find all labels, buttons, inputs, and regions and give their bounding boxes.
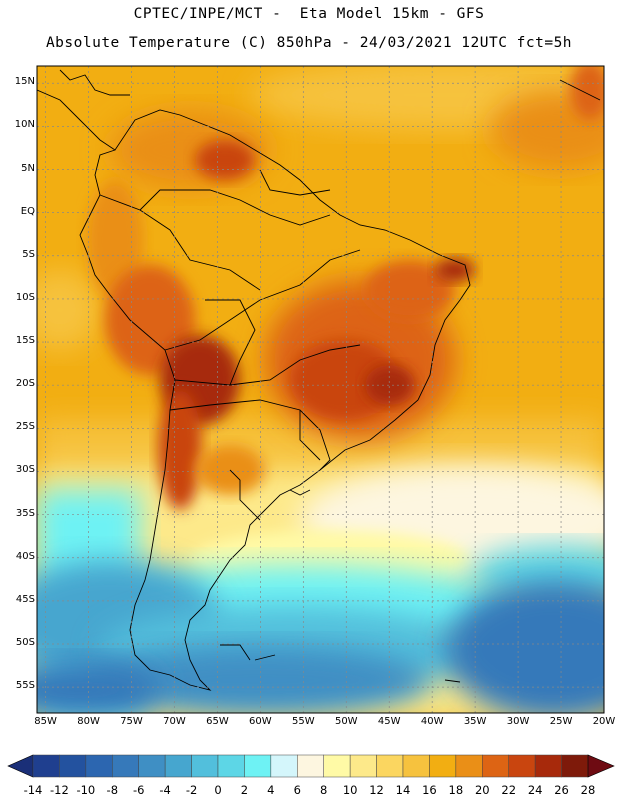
colorbar-tick-label: 26 <box>554 783 569 797</box>
latitude-label: 55S <box>15 680 35 692</box>
colorbar-swatch <box>402 754 430 778</box>
latitude-label: 35S <box>15 507 35 519</box>
longitude-label: 50W <box>334 716 358 727</box>
temperature-field <box>37 66 604 713</box>
latitude-label: 15N <box>14 76 35 88</box>
longitude-label: 65W <box>206 716 229 727</box>
colorbar-swatch <box>32 754 60 778</box>
longitude-label: 70W <box>163 716 186 727</box>
colorbar-swatch <box>508 754 536 778</box>
map-title-line2: Absolute Temperature (C) 850hPa - 24/03/… <box>45 35 573 51</box>
longitude-label: 20W <box>592 716 616 727</box>
colorbar-tick-label: -10 <box>76 783 96 797</box>
latitude-label: 50S <box>15 636 35 648</box>
latitude-label: 10N <box>14 119 35 131</box>
longitude-label: 60W <box>249 716 272 727</box>
colorbar-tick-label: 0 <box>214 783 222 797</box>
longitude-label: 75W <box>120 716 143 727</box>
latitude-label: 45S <box>15 593 35 605</box>
colorbar-tick-label: 4 <box>267 783 275 797</box>
colorbar-swatch <box>323 754 351 778</box>
latitude-label: 20S <box>15 378 35 390</box>
colorbar-tick-label: 2 <box>240 783 249 797</box>
latitude-label: 40S <box>15 550 35 562</box>
colorbar-tick-label: 18 <box>448 783 464 797</box>
longitude-label: 55W <box>292 716 315 727</box>
colorbar-low-arrow <box>7 754 34 778</box>
colorbar-swatch <box>429 754 457 778</box>
colorbar-swatch <box>482 754 509 778</box>
latitude-label: 5S <box>22 248 35 260</box>
colorbar-tick-label: -2 <box>185 783 198 797</box>
longitude-label: 85W <box>34 716 57 727</box>
coastline-borders <box>37 69 601 691</box>
longitude-label: 25W <box>549 716 573 727</box>
latitude-label: 30S <box>15 464 35 476</box>
longitude-label: 45W <box>377 716 401 727</box>
colorbar-swatch <box>191 754 219 778</box>
colorbar-tick-label: -4 <box>159 783 171 797</box>
map-title-line1: CPTEC/INPE/MCT - Eta Model 15km - GFS <box>133 6 485 22</box>
longitude-label: 40W <box>420 716 444 727</box>
colorbar-swatch <box>138 754 166 778</box>
colorbar <box>7 754 615 778</box>
colorbar-swatch <box>270 754 298 778</box>
colorbar-swatch <box>455 754 483 778</box>
colorbar-tick-label: -8 <box>106 783 119 797</box>
latitude-label: 15S <box>15 335 35 347</box>
latitude-label: EQ <box>20 205 35 217</box>
longitude-label: 35W <box>463 716 487 727</box>
colorbar-tick-label: 16 <box>422 783 437 797</box>
colorbar-tick-label: 24 <box>527 783 543 797</box>
colorbar-tick-label: 12 <box>369 783 384 797</box>
colorbar-tick-label: -12 <box>50 783 69 797</box>
longitude-label: 30W <box>506 716 530 727</box>
latitude-label: 25S <box>15 421 35 433</box>
colorbar-tick-label: 6 <box>293 783 301 797</box>
latitude-label: 10S <box>15 291 35 303</box>
latitude-label: 5N <box>21 162 35 174</box>
colorbar-tick-label: 28 <box>580 783 596 797</box>
longitude-label: 80W <box>77 716 100 727</box>
colorbar-swatch <box>297 754 324 778</box>
colorbar-tick-label: -14 <box>23 783 43 797</box>
colorbar-swatch <box>59 754 87 778</box>
colorbar-tick-label: 10 <box>342 783 358 797</box>
colorbar-swatch <box>85 754 113 778</box>
colorbar-swatch <box>112 754 139 778</box>
colorbar-tick-label: 14 <box>395 783 411 797</box>
map-frame <box>36 65 605 714</box>
colorbar-swatch <box>561 754 589 778</box>
colorbar-swatch <box>376 754 404 778</box>
colorbar-tick-label: 20 <box>474 783 490 797</box>
colorbar-swatch <box>534 754 562 778</box>
colorbar-swatch <box>164 754 192 778</box>
colorbar-swatch <box>217 754 245 778</box>
colorbar-tick-label: -6 <box>132 783 145 797</box>
colorbar-tick-label: 22 <box>501 783 517 797</box>
colorbar-high-arrow <box>587 754 615 778</box>
colorbar-swatch <box>349 754 377 778</box>
colorbar-swatch <box>244 754 272 778</box>
colorbar-tick-label: 8 <box>320 783 328 797</box>
